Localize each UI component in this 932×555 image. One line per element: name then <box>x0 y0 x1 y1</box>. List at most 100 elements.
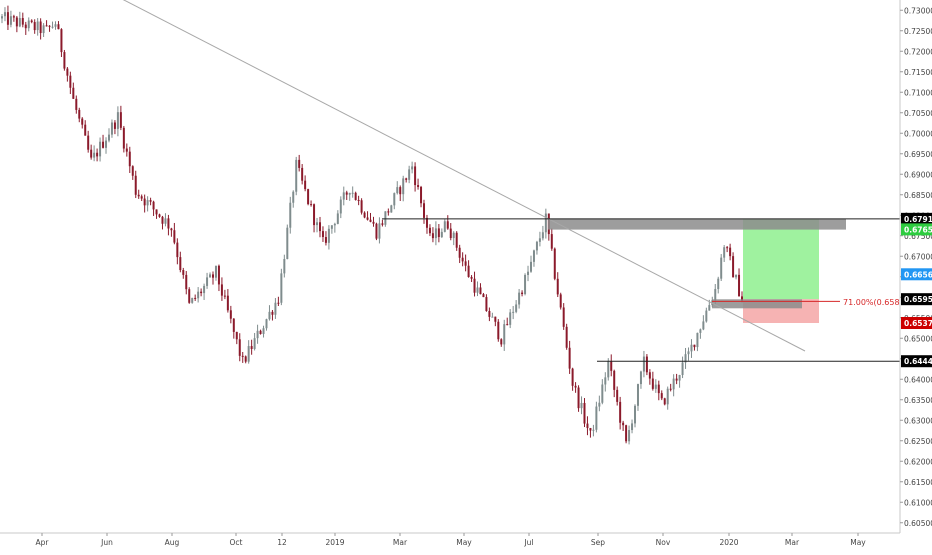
candle <box>289 196 292 234</box>
candle <box>244 355 247 364</box>
candle <box>699 328 702 339</box>
candle <box>229 305 232 324</box>
candle <box>645 354 648 376</box>
candle <box>176 238 179 265</box>
candle <box>592 424 595 437</box>
candle <box>167 214 170 236</box>
candle <box>610 354 613 377</box>
candle <box>672 374 675 397</box>
candle <box>209 272 212 278</box>
candle <box>253 332 256 351</box>
candle <box>601 379 604 405</box>
candle <box>128 146 131 173</box>
candle <box>182 267 185 279</box>
candle <box>607 358 610 381</box>
x-tick-label: Apr <box>36 538 50 547</box>
candle <box>705 307 708 323</box>
x-tick-label: Jun <box>100 538 113 547</box>
candle <box>479 283 482 295</box>
candle <box>140 194 143 202</box>
candle <box>66 66 69 82</box>
candle <box>125 143 128 157</box>
candle <box>616 386 619 406</box>
candle <box>509 309 512 329</box>
candle <box>188 287 191 304</box>
y-tick-label: 0.61000 <box>904 498 932 507</box>
y-tick: 0.62500 <box>900 437 932 446</box>
candle <box>107 128 110 143</box>
candle <box>223 289 226 300</box>
x-tick: Nov <box>656 533 671 547</box>
candle <box>648 369 651 385</box>
x-tick: Oct <box>230 533 243 547</box>
candle <box>571 367 574 391</box>
candle <box>669 383 672 392</box>
candle <box>134 170 137 199</box>
candle <box>500 338 503 347</box>
candle <box>6 5 9 31</box>
candle <box>203 283 206 300</box>
candle <box>87 130 90 153</box>
candle <box>149 197 152 206</box>
candle <box>524 273 527 296</box>
candle <box>423 199 426 224</box>
candle <box>122 125 125 153</box>
candle <box>434 221 437 246</box>
x-tick-label: 2019 <box>325 538 344 547</box>
candle <box>102 134 105 149</box>
candle <box>485 294 488 312</box>
candle <box>336 210 339 225</box>
candle <box>470 275 473 283</box>
resistance-zone[interactable] <box>548 218 846 230</box>
trendline[interactable] <box>120 0 806 352</box>
candle <box>461 252 464 267</box>
candle <box>577 385 580 412</box>
x-tick-label: May <box>850 538 866 547</box>
y-tick: 0.72500 <box>900 27 932 36</box>
x-tick-label: May <box>456 538 472 547</box>
demand-zone[interactable] <box>712 299 802 309</box>
candle <box>259 329 262 335</box>
candle <box>137 189 140 199</box>
candle <box>113 120 116 135</box>
x-tick-label: 12 <box>277 538 287 547</box>
candle <box>684 347 687 369</box>
y-tick: 0.72000 <box>900 47 932 56</box>
candle <box>636 383 639 411</box>
candle <box>678 374 681 388</box>
y-tick-label: 0.69000 <box>904 170 932 179</box>
candle <box>628 425 631 445</box>
y-tick-label: 0.60500 <box>904 519 932 528</box>
candle <box>48 25 51 32</box>
candle <box>535 240 538 255</box>
x-tick-label: Mar <box>785 538 800 547</box>
candle <box>158 213 161 218</box>
candle <box>339 196 342 219</box>
y-tick: 0.61000 <box>900 498 932 507</box>
candle <box>449 223 452 241</box>
candle <box>3 7 6 22</box>
candle <box>583 398 586 428</box>
y-tick-label: 0.61500 <box>904 478 932 487</box>
candle <box>375 222 378 241</box>
candle <box>556 272 559 298</box>
x-tick: Apr <box>36 533 50 547</box>
candle <box>723 245 726 262</box>
candle <box>642 350 645 378</box>
candle <box>565 323 568 350</box>
candle <box>541 225 544 241</box>
take-profit-zone[interactable] <box>743 218 819 300</box>
candle <box>146 196 149 212</box>
candle <box>241 351 244 363</box>
candle <box>226 289 229 313</box>
candle <box>354 191 357 201</box>
candle <box>24 21 27 35</box>
candle <box>143 194 146 213</box>
candle <box>155 209 158 219</box>
candle <box>425 214 428 234</box>
candle <box>589 427 592 438</box>
candle <box>9 10 12 28</box>
